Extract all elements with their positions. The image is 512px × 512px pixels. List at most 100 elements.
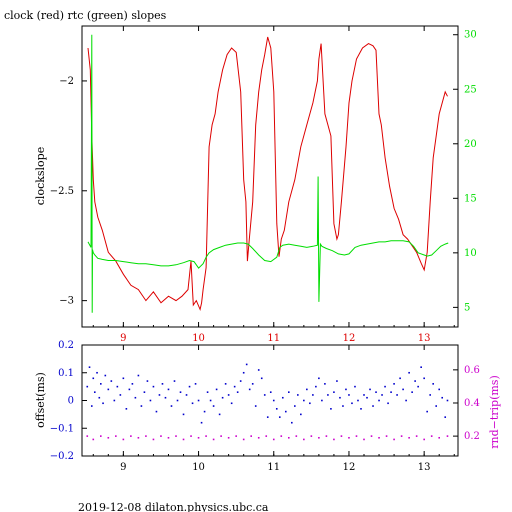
- data-point-offset: [269, 391, 272, 393]
- data-point-rnd-trip: [122, 438, 125, 441]
- data-point-offset: [399, 377, 401, 380]
- data-point-rnd-trip: [288, 436, 290, 439]
- data-point-offset: [321, 399, 323, 402]
- bottom-y-tick-label: −0.2: [50, 451, 74, 462]
- data-point-rnd-trip: [272, 438, 275, 441]
- data-point-offset: [411, 391, 413, 393]
- data-point-offset: [291, 421, 293, 424]
- top-y2-tick-label: 20: [464, 139, 477, 150]
- data-point-offset: [143, 391, 146, 393]
- data-point-offset: [113, 399, 116, 402]
- data-point-offset: [215, 388, 218, 391]
- data-point-offset: [288, 391, 290, 393]
- data-point-offset: [221, 396, 224, 399]
- data-point-offset: [336, 380, 338, 382]
- data-point-offset: [360, 408, 362, 410]
- data-point-offset: [441, 396, 444, 399]
- data-point-rnd-trip: [325, 435, 328, 437]
- data-point-offset: [93, 391, 96, 393]
- data-point-offset: [152, 385, 155, 388]
- data-point-offset: [281, 396, 284, 399]
- bottom-y-axis-label: offset(ms): [34, 372, 47, 428]
- data-point-offset: [408, 371, 410, 374]
- data-point-offset: [420, 366, 422, 368]
- top-plot-frame: [81, 25, 459, 328]
- data-point-rnd-trip: [137, 436, 140, 439]
- data-point-offset: [378, 399, 380, 402]
- data-point-rnd-trip: [167, 436, 170, 439]
- data-point-offset: [146, 380, 149, 382]
- data-point-rnd-trip: [265, 435, 268, 437]
- data-point-rnd-trip: [446, 435, 449, 437]
- data-point-offset: [357, 399, 359, 402]
- data-point-rnd-trip: [430, 435, 433, 437]
- data-point-offset: [158, 394, 161, 396]
- data-point-rnd-trip: [235, 435, 237, 437]
- data-point-rnd-trip: [355, 435, 358, 437]
- data-point-offset: [396, 394, 398, 396]
- top-y2-tick-label: 5: [464, 302, 470, 313]
- data-point-offset: [272, 399, 275, 402]
- data-point-offset: [254, 405, 257, 407]
- data-point-rnd-trip: [175, 435, 177, 437]
- data-point-rnd-trip: [295, 435, 298, 437]
- data-point-offset: [182, 413, 185, 416]
- data-point-offset: [131, 383, 134, 385]
- data-point-rnd-trip: [415, 435, 418, 437]
- data-point-offset: [260, 377, 263, 380]
- data-point-offset: [155, 410, 158, 413]
- data-point-offset: [194, 383, 197, 385]
- data-point-rnd-trip: [423, 438, 425, 441]
- top-y-tick-label: −2.5: [50, 186, 74, 197]
- data-point-offset: [318, 377, 320, 380]
- data-point-rnd-trip: [92, 438, 95, 441]
- data-point-offset: [149, 399, 152, 402]
- series-line-clock: [87, 36, 448, 312]
- data-point-offset: [230, 402, 233, 405]
- data-point-rnd-trip: [280, 435, 283, 437]
- data-point-offset: [294, 405, 296, 407]
- data-point-offset: [173, 380, 176, 382]
- top-x-tick-label: 10: [192, 333, 205, 344]
- data-point-offset: [284, 410, 287, 413]
- data-point-offset: [435, 405, 437, 407]
- data-point-offset: [104, 374, 107, 377]
- data-point-offset: [446, 399, 449, 402]
- top-y-tick-label: −3: [59, 296, 74, 307]
- data-point-offset: [363, 394, 365, 396]
- data-point-offset: [369, 388, 371, 391]
- data-point-offset: [107, 388, 110, 391]
- top-y-axis-label: clockslope: [34, 147, 47, 205]
- data-point-rnd-trip: [378, 436, 380, 439]
- top-y2-tick-label: 30: [464, 30, 477, 41]
- data-point-rnd-trip: [212, 438, 215, 441]
- data-point-offset: [426, 410, 428, 413]
- data-point-offset: [170, 405, 173, 407]
- bottom-x-tick-label: 11: [267, 462, 280, 473]
- data-point-rnd-trip: [130, 435, 132, 437]
- data-point-offset: [122, 377, 125, 380]
- data-point-offset: [98, 396, 101, 399]
- data-point-offset: [134, 396, 137, 399]
- data-point-offset: [212, 405, 215, 407]
- data-point-rnd-trip: [408, 436, 410, 439]
- data-point-rnd-trip: [363, 438, 365, 441]
- data-point-rnd-trip: [190, 435, 192, 437]
- data-point-offset: [167, 388, 170, 391]
- data-point-rnd-trip: [115, 435, 117, 437]
- data-point-offset: [161, 383, 164, 385]
- data-point-offset: [96, 371, 98, 374]
- top-x-tick-label: 13: [418, 333, 431, 344]
- data-point-rnd-trip: [385, 435, 388, 437]
- data-point-offset: [119, 394, 122, 396]
- data-point-offset: [339, 396, 341, 399]
- data-point-offset: [278, 416, 281, 418]
- data-point-offset: [242, 371, 245, 374]
- data-point-offset: [110, 380, 113, 382]
- bottom-y-tick-label: 0.1: [58, 368, 74, 379]
- data-point-rnd-trip: [393, 438, 395, 441]
- data-point-offset: [405, 399, 407, 402]
- data-point-offset: [390, 391, 392, 393]
